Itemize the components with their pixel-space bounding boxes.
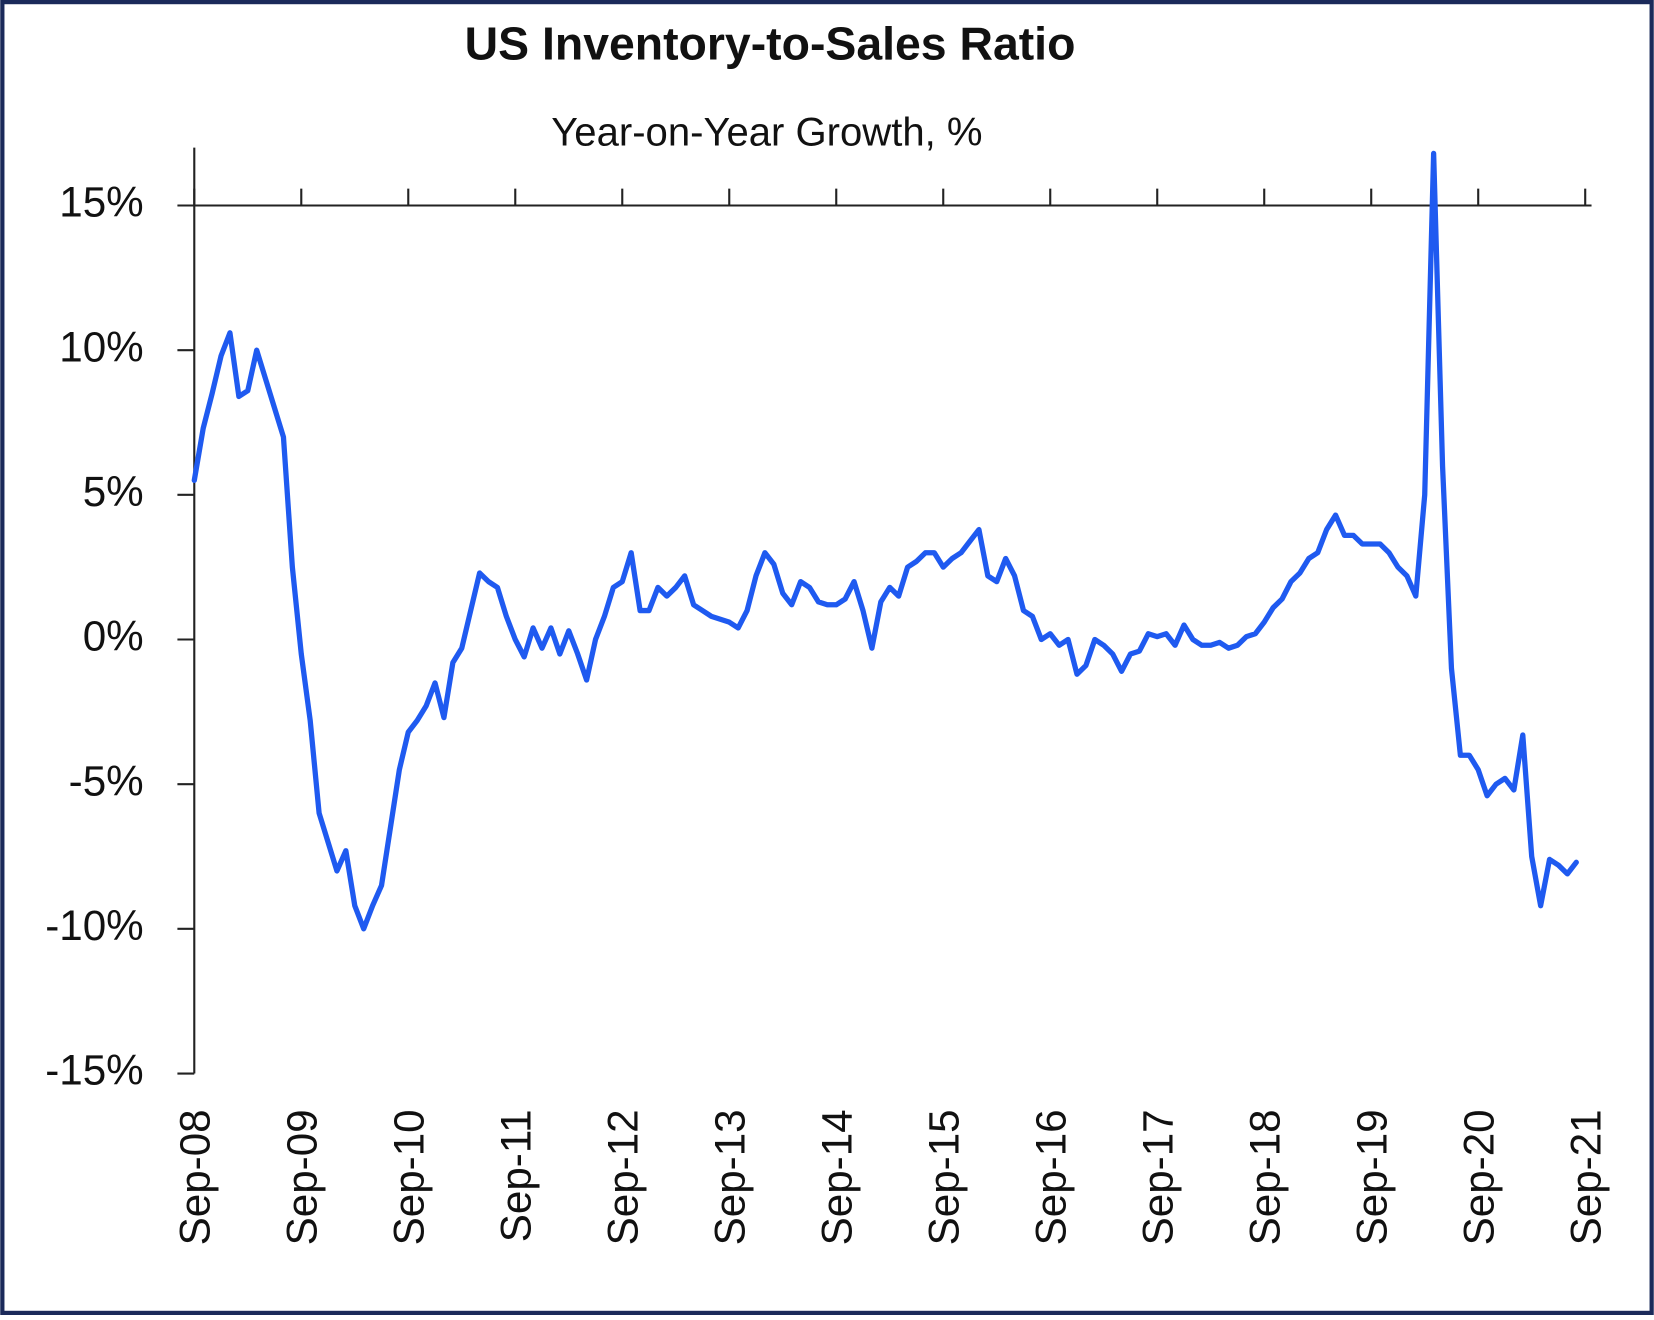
chart-title: US Inventory-to-Sales Ratio	[465, 18, 1076, 70]
x-tick-label: Sep-10	[386, 1109, 433, 1245]
data-line	[191, 150, 1579, 932]
y-tick-label: 10%	[59, 323, 143, 370]
x-tick-label: Sep-12	[600, 1109, 647, 1245]
y-tick-label: 15%	[59, 179, 143, 226]
x-tick-label: Sep-08	[172, 1109, 219, 1245]
x-tick-label: Sep-18	[1242, 1109, 1289, 1245]
y-tick-label: 0%	[83, 613, 144, 660]
x-tick-label: Sep-15	[921, 1109, 968, 1245]
y-tick-label: -5%	[69, 757, 144, 804]
x-tick-label: Sep-16	[1028, 1109, 1075, 1245]
x-tick-label: Sep-17	[1135, 1109, 1182, 1245]
y-tick-label: -15%	[45, 1047, 143, 1094]
x-tick-label: Sep-19	[1349, 1109, 1396, 1245]
y-tick-label: 5%	[83, 468, 144, 515]
x-tick-label: Sep-11	[493, 1109, 540, 1242]
x-tick-label: Sep-20	[1456, 1109, 1503, 1245]
x-tick-label: Sep-21	[1563, 1109, 1610, 1245]
x-tick-label: Sep-14	[814, 1109, 861, 1245]
x-tick-label: Sep-13	[707, 1109, 754, 1245]
chart-subtitle: Year-on-Year Growth, %	[551, 111, 982, 155]
y-tick-label: -10%	[45, 902, 143, 949]
x-tick-label: Sep-09	[279, 1109, 326, 1245]
